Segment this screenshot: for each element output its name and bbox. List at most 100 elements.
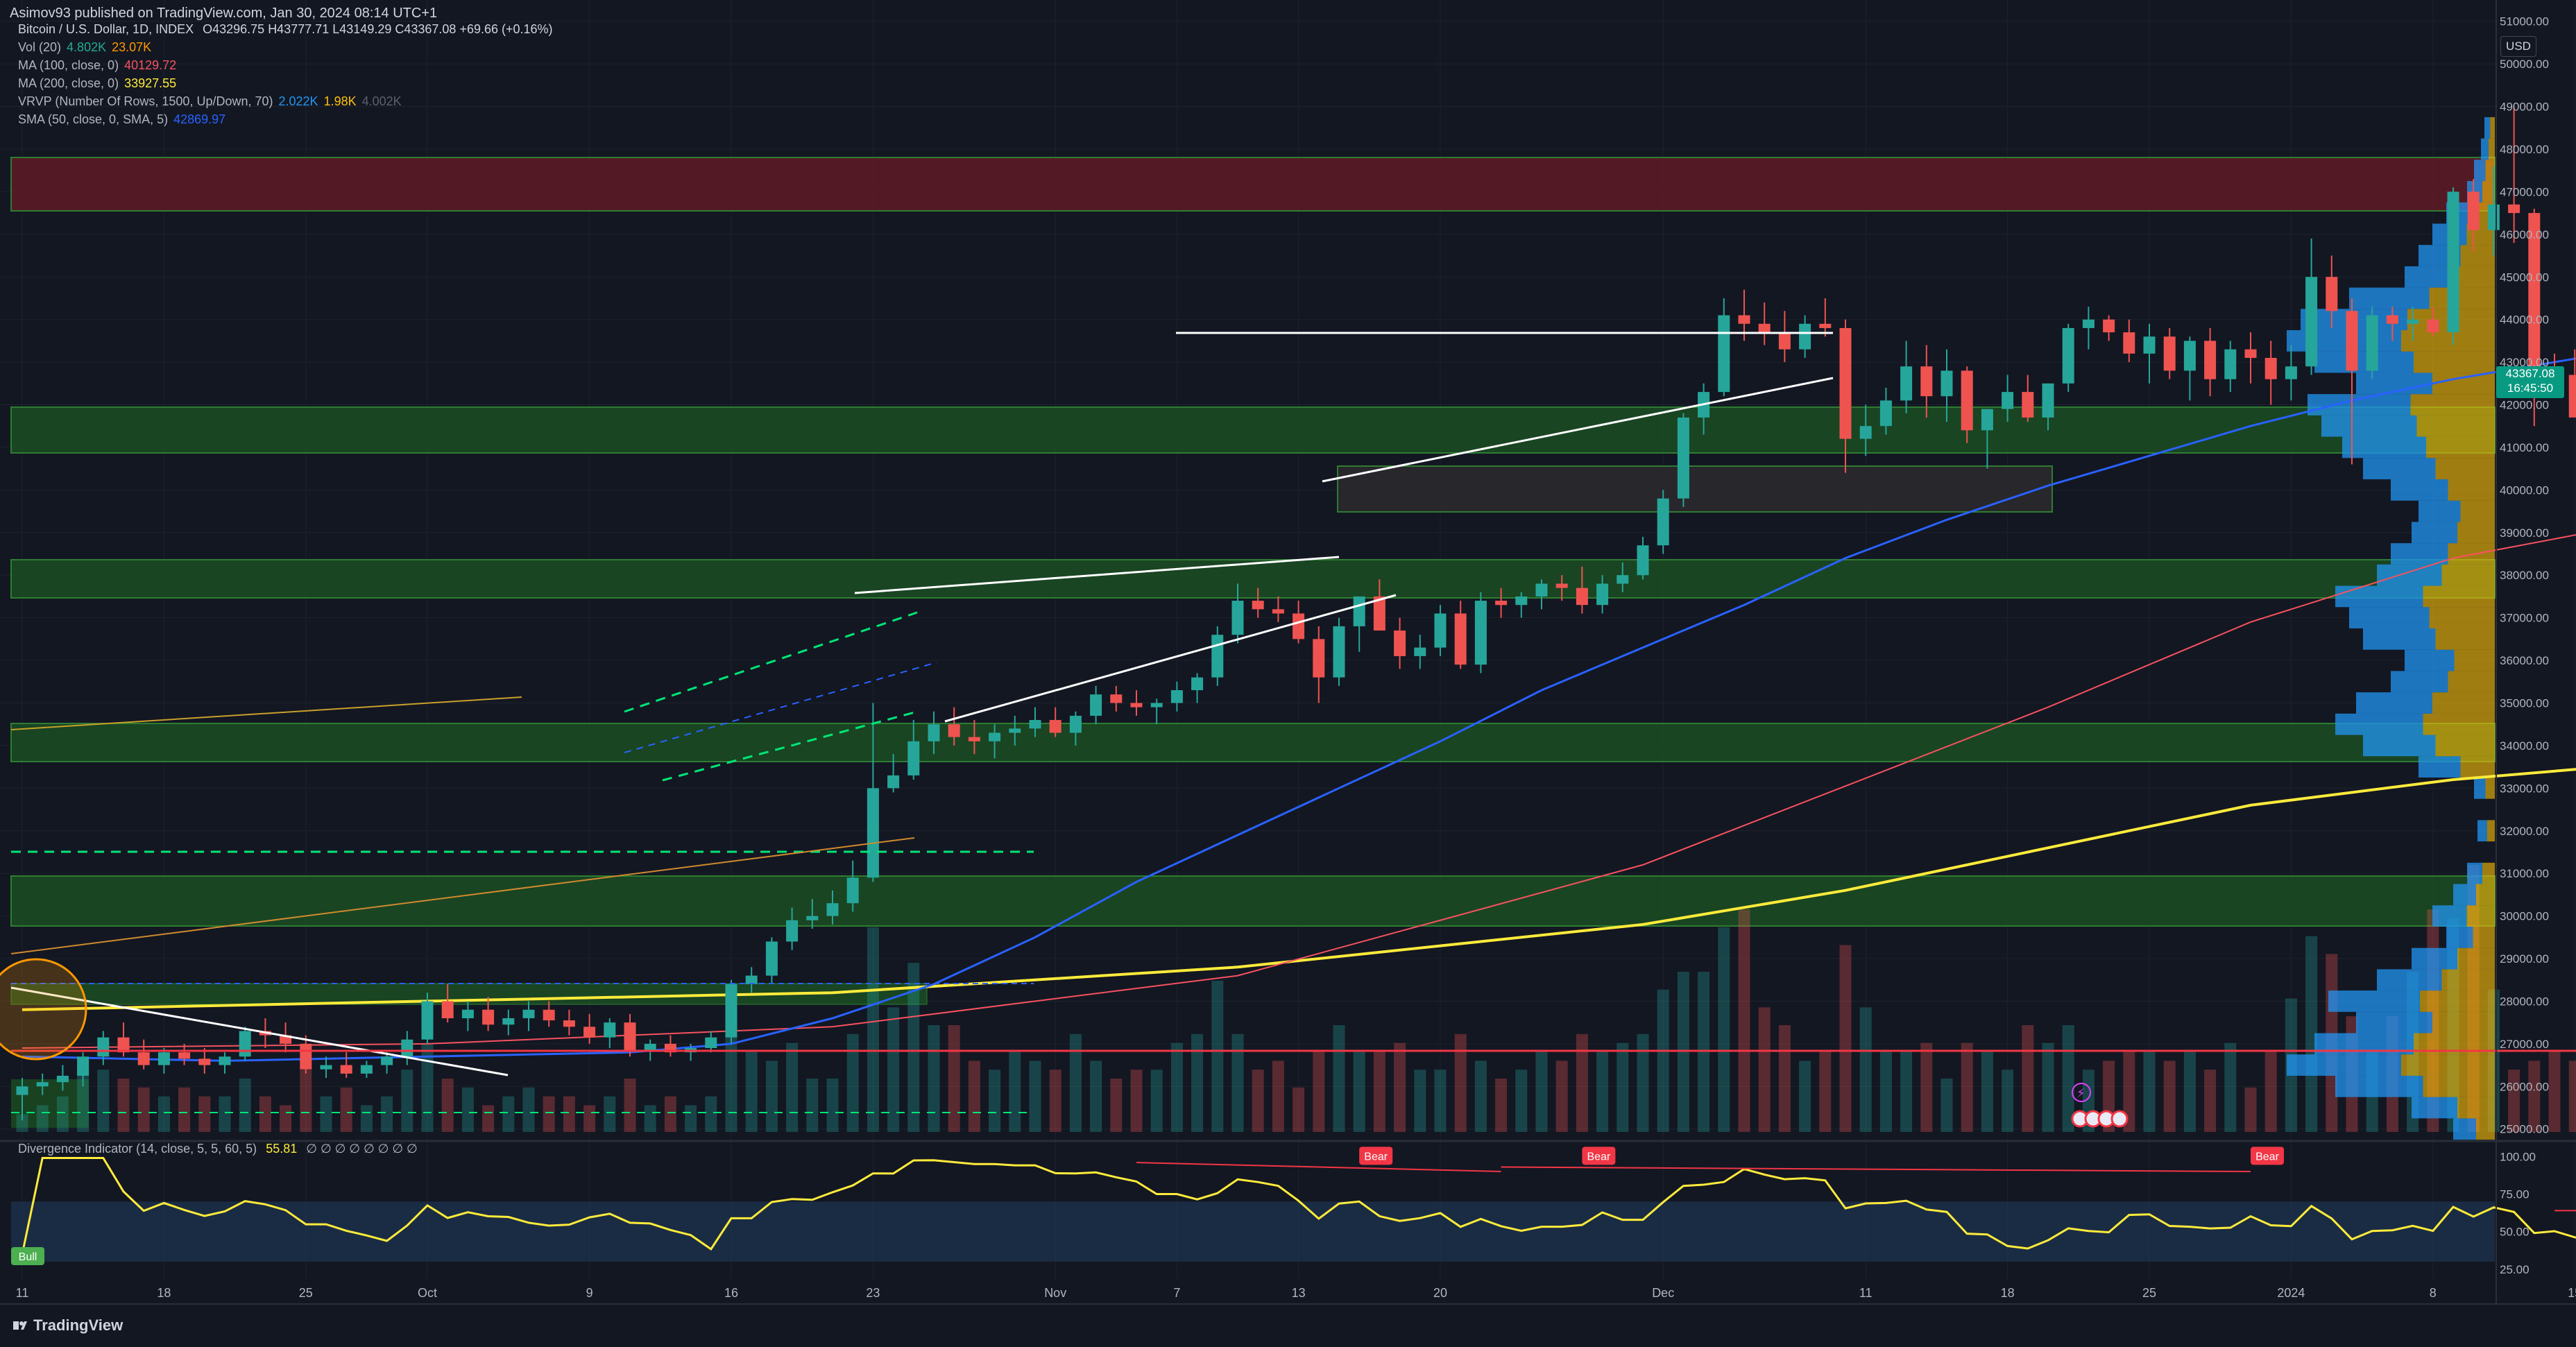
candle-body[interactable] — [2245, 350, 2257, 358]
tradingview-logo[interactable]: TradingView — [12, 1316, 123, 1335]
candle-body[interactable] — [766, 941, 778, 975]
candle-body[interactable] — [969, 737, 980, 741]
candle-body[interactable] — [422, 1001, 434, 1039]
candle-body[interactable] — [1799, 324, 1811, 350]
candle-body[interactable] — [1556, 583, 1568, 587]
candle-body[interactable] — [1840, 328, 1852, 439]
candle-body[interactable] — [2002, 392, 2013, 409]
candle-body[interactable] — [624, 1022, 636, 1050]
candle-body[interactable] — [1394, 630, 1406, 656]
bear-divergence-tag[interactable]: Bear — [1582, 1147, 1615, 1165]
candle-body[interactable] — [1941, 370, 1953, 396]
candle-body[interactable] — [523, 1010, 535, 1018]
candle-body[interactable] — [2569, 375, 2576, 418]
candle-body[interactable] — [1475, 601, 1487, 664]
candle-body[interactable] — [442, 1001, 454, 1018]
candle-body[interactable] — [97, 1038, 109, 1057]
currency-button[interactable]: USD — [2500, 36, 2536, 57]
event-flags[interactable] — [2072, 1111, 2127, 1126]
candle-body[interactable] — [1718, 316, 1730, 393]
candle-body[interactable] — [1637, 545, 1649, 575]
candle-body[interactable] — [563, 1020, 575, 1027]
candle-body[interactable] — [77, 1056, 89, 1076]
candle-body[interactable] — [1779, 332, 1791, 350]
candle-body[interactable] — [37, 1082, 49, 1086]
candle-body[interactable] — [1232, 601, 1244, 635]
us-flag-icon[interactable] — [2112, 1111, 2127, 1126]
candle-body[interactable] — [827, 903, 839, 916]
candle-body[interactable] — [806, 916, 818, 920]
candle-body[interactable] — [17, 1086, 28, 1095]
candle-body[interactable] — [321, 1065, 332, 1070]
candle-body[interactable] — [2224, 350, 2236, 379]
candle-body[interactable] — [1090, 694, 1102, 716]
candle-body[interactable] — [2448, 191, 2459, 332]
bull-divergence-tag[interactable]: Bull — [11, 1247, 44, 1265]
candle-body[interactable] — [1819, 324, 1831, 328]
indicator-legend-row[interactable]: MA (200, close, 0)33927.55 — [18, 76, 176, 91]
highlight-circle[interactable] — [0, 959, 86, 1059]
candle-body[interactable] — [361, 1065, 373, 1074]
candle-body[interactable] — [1617, 575, 1628, 583]
candle-body[interactable] — [1252, 601, 1264, 609]
candle-body[interactable] — [1576, 588, 1588, 606]
candle-body[interactable] — [198, 1058, 210, 1065]
candle-body[interactable] — [1536, 583, 1548, 596]
candle-body[interactable] — [1515, 597, 1527, 605]
candle-body[interactable] — [2063, 328, 2074, 384]
candle-body[interactable] — [847, 877, 859, 903]
candle-body[interactable] — [1050, 720, 1061, 732]
candle-body[interactable] — [462, 1010, 474, 1018]
candle-body[interactable] — [1495, 601, 1507, 605]
candle-body[interactable] — [726, 984, 737, 1038]
candle-body[interactable] — [1110, 694, 1122, 703]
candle-body[interactable] — [2427, 320, 2439, 332]
candle-body[interactable] — [948, 724, 960, 737]
candle-body[interactable] — [1030, 720, 1041, 728]
indicator-legend-row[interactable]: MA (100, close, 0)40129.72 — [18, 58, 176, 73]
candle-body[interactable] — [543, 1010, 555, 1020]
candle-body[interactable] — [989, 732, 1000, 741]
candle-body[interactable] — [1455, 613, 1467, 664]
candle-body[interactable] — [1333, 626, 1345, 678]
candle-body[interactable] — [1961, 370, 1973, 430]
candle-body[interactable] — [1354, 597, 1365, 626]
candle-body[interactable] — [2346, 311, 2358, 370]
candle-body[interactable] — [2103, 320, 2115, 332]
bear-divergence-tag[interactable]: Bear — [2251, 1147, 2284, 1165]
candle-body[interactable] — [1009, 728, 1021, 732]
candle-body[interactable] — [705, 1038, 717, 1048]
candle-body[interactable] — [907, 741, 919, 775]
candle-body[interactable] — [887, 775, 899, 788]
candle-body[interactable] — [1435, 613, 1447, 647]
candle-body[interactable] — [1414, 648, 1426, 656]
candle-body[interactable] — [1596, 583, 1608, 605]
candle-body[interactable] — [482, 1010, 494, 1024]
candle-body[interactable] — [341, 1065, 352, 1074]
candle-body[interactable] — [928, 724, 940, 741]
candle-body[interactable] — [1860, 426, 1872, 438]
candle-body[interactable] — [1657, 499, 1669, 546]
candle-body[interactable] — [178, 1052, 190, 1058]
candle-body[interactable] — [2265, 358, 2277, 379]
candle-body[interactable] — [2488, 205, 2500, 230]
candle-body[interactable] — [2326, 277, 2337, 311]
candle-body[interactable] — [2508, 205, 2520, 213]
candle-body[interactable] — [2204, 341, 2216, 379]
candle-body[interactable] — [57, 1076, 69, 1082]
candle-body[interactable] — [2083, 320, 2095, 328]
candle-body[interactable] — [2285, 366, 2297, 379]
candle-body[interactable] — [138, 1052, 150, 1065]
candle-body[interactable] — [1151, 703, 1163, 707]
candle-body[interactable] — [219, 1056, 231, 1065]
candle-body[interactable] — [604, 1022, 615, 1037]
candle-body[interactable] — [502, 1018, 514, 1024]
candle-body[interactable] — [867, 788, 879, 877]
candle-body[interactable] — [2164, 336, 2176, 370]
candle-body[interactable] — [381, 1056, 393, 1065]
candle-body[interactable] — [1678, 418, 1689, 499]
candle-body[interactable] — [1272, 609, 1284, 613]
candle-body[interactable] — [1759, 324, 1771, 332]
candle-body[interactable] — [786, 920, 798, 942]
